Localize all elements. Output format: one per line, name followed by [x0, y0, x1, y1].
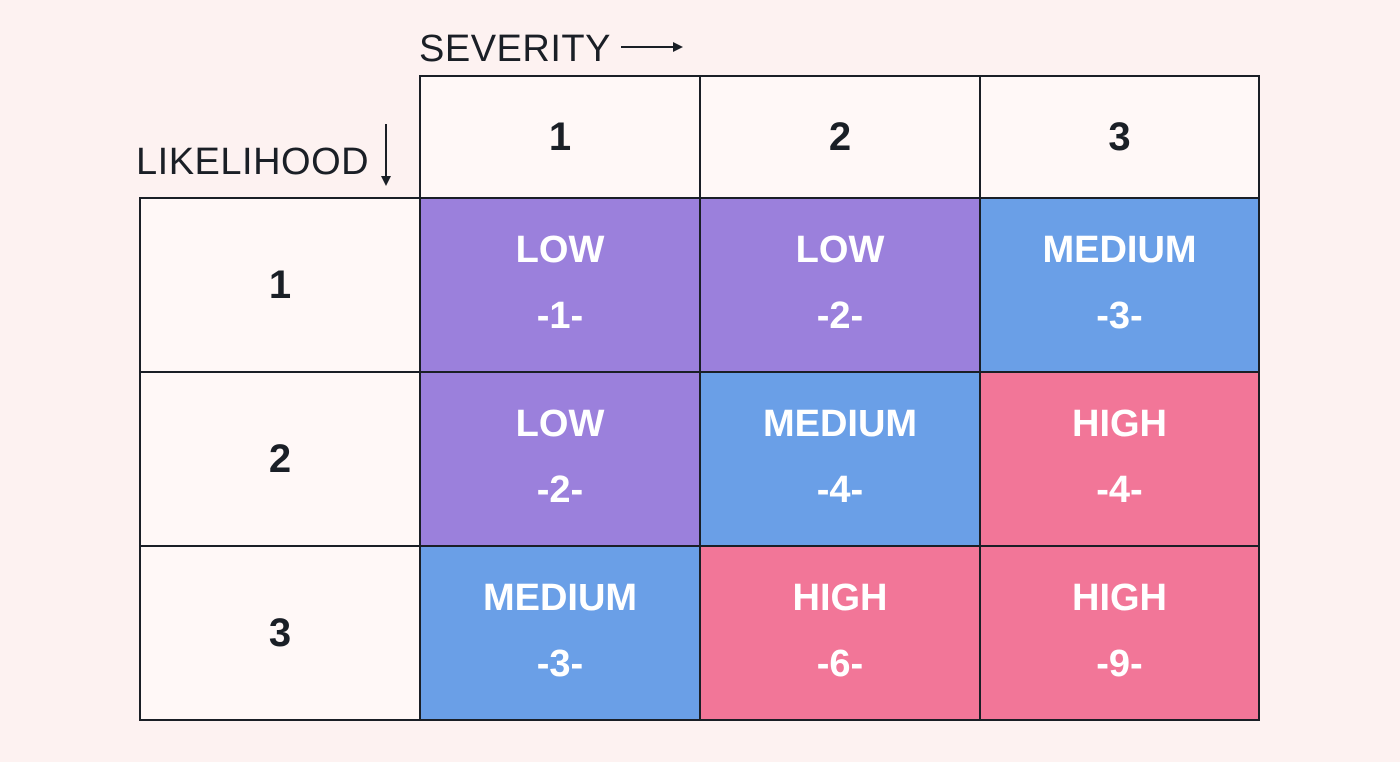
risk-level-label: HIGH [1072, 403, 1167, 445]
risk-cell: LOW -2- [419, 371, 701, 547]
risk-cell: MEDIUM -4- [699, 371, 981, 547]
risk-cell: LOW -2- [699, 197, 981, 373]
risk-score-label: -2- [816, 295, 864, 337]
risk-score-label: -1- [536, 295, 584, 337]
risk-score-label: -4- [816, 469, 864, 511]
risk-cell: HIGH -4- [979, 371, 1260, 547]
severity-header-2: 2 [699, 75, 981, 199]
risk-cell: MEDIUM -3- [419, 545, 701, 721]
risk-level-label: MEDIUM [762, 403, 918, 445]
risk-level-label: LOW [795, 229, 885, 271]
risk-level-label: LOW [515, 403, 605, 445]
severity-header-3: 3 [979, 75, 1260, 199]
risk-cell: MEDIUM -3- [979, 197, 1260, 373]
likelihood-header-3: 3 [139, 545, 421, 721]
severity-header-1: 1 [419, 75, 701, 199]
risk-score-label: -6- [816, 643, 864, 685]
risk-score-label: -3- [1096, 295, 1143, 337]
risk-level-label: LOW [515, 229, 605, 271]
arrow-down-icon [378, 124, 394, 188]
risk-score-label: -3- [536, 643, 584, 685]
risk-cell: HIGH -9- [979, 545, 1260, 721]
risk-score-label: -2- [536, 469, 584, 511]
risk-level-label: MEDIUM [482, 577, 638, 619]
risk-cell: LOW -1- [419, 197, 701, 373]
risk-score-label: -9- [1096, 643, 1143, 685]
risk-level-label: MEDIUM [1042, 229, 1197, 271]
risk-level-label: HIGH [792, 577, 888, 619]
risk-cell: HIGH -6- [699, 545, 981, 721]
likelihood-axis-title: LIKELIHOOD [136, 141, 370, 183]
likelihood-header-2: 2 [139, 371, 421, 547]
arrow-right-icon [621, 39, 685, 55]
likelihood-header-1: 1 [139, 197, 421, 373]
risk-level-label: HIGH [1072, 577, 1167, 619]
risk-score-label: -4- [1096, 469, 1143, 511]
severity-axis-title: SEVERITY [419, 28, 611, 70]
